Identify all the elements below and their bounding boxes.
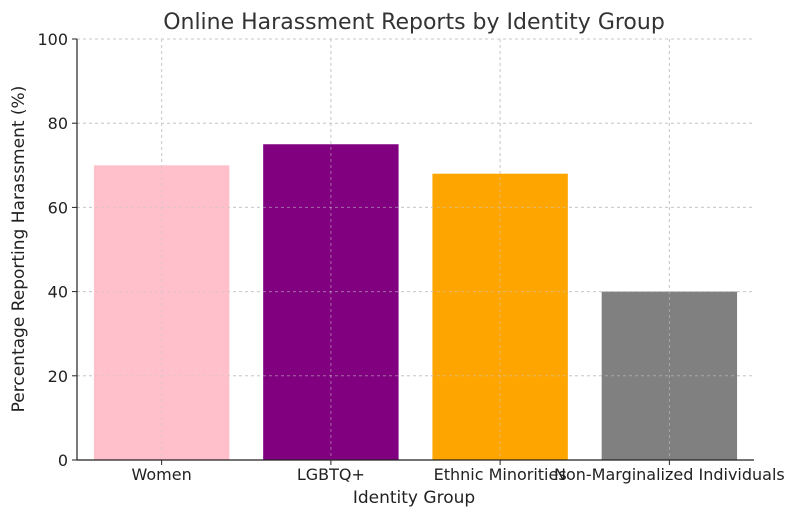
x-axis-label: Identity Group — [353, 488, 475, 508]
bars — [77, 38, 754, 461]
x-tick-label: Non-Marginalized Individuals — [554, 465, 785, 484]
y-tick-label: 40 — [48, 283, 68, 302]
y-tick-label: 0 — [58, 451, 68, 470]
y-axis-label: Percentage Reporting Harassment (%) — [9, 86, 29, 413]
tick-labels: 0 20 40 60 80 100 Women LGBTQ+ Ethnic Minorities… — [37, 30, 784, 484]
y-tick-label: 100 — [37, 30, 68, 49]
y-tick-label: 20 — [48, 367, 68, 386]
x-tick-label: Ethnic Minorities — [434, 465, 567, 484]
axes — [72, 38, 754, 465]
chart-title: Online Harassment Reports by Identity Gr… — [163, 10, 665, 35]
y-tick-label: 80 — [48, 114, 68, 133]
x-tick-label: Women — [132, 465, 192, 484]
y-tick-label: 60 — [48, 198, 68, 217]
x-tick-label: LGBTQ+ — [297, 465, 365, 484]
